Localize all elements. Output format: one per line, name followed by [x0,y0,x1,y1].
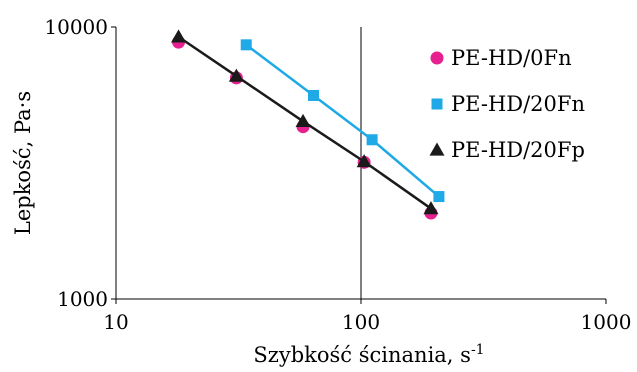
data-point [423,201,439,215]
data-point [295,113,311,127]
trendline [245,43,440,198]
legend-marker [430,51,444,65]
data-series [171,29,445,220]
legend-entry: PE-HD/20Fn [431,92,585,116]
legend-label: PE-HD/20Fn [451,92,585,116]
y-axis-title: Lepkość, Pa·s [11,91,35,235]
x-tick-label: 100 [342,310,380,334]
data-point [240,39,252,51]
series-pe-hd-20fp [171,29,439,215]
data-point [228,68,244,82]
x-axis-title-superscript: -1 [471,342,485,358]
data-point [308,89,320,101]
axes: 10 100 1000 1000 10000 [44,15,631,334]
y-tick-label: 10000 [44,15,108,39]
series-pe-hd-20fn [240,39,445,203]
x-axis-title: Szybkość ścinania, s-1 [253,342,484,367]
x-axis-title-text: Szybkość ścinania, s [253,343,471,367]
x-tick-label: 10 [103,310,128,334]
data-point [366,134,378,146]
legend: PE-HD/0Fn PE-HD/20Fn PE-HD/20Fp [429,46,585,162]
x-tick-label: 1000 [581,310,632,334]
data-point [171,29,187,43]
axis-titles: Szybkość ścinania, s-1 Lepkość, Pa·s [11,91,485,367]
legend-entry: PE-HD/20Fp [429,138,585,162]
legend-entry: PE-HD/0Fn [430,46,572,70]
legend-marker [431,98,443,110]
legend-label: PE-HD/20Fp [451,138,585,162]
legend-marker [429,142,445,156]
y-tick-label: 1000 [57,287,108,311]
data-point [433,191,445,203]
legend-label: PE-HD/0Fn [451,46,572,70]
data-point [356,154,372,168]
